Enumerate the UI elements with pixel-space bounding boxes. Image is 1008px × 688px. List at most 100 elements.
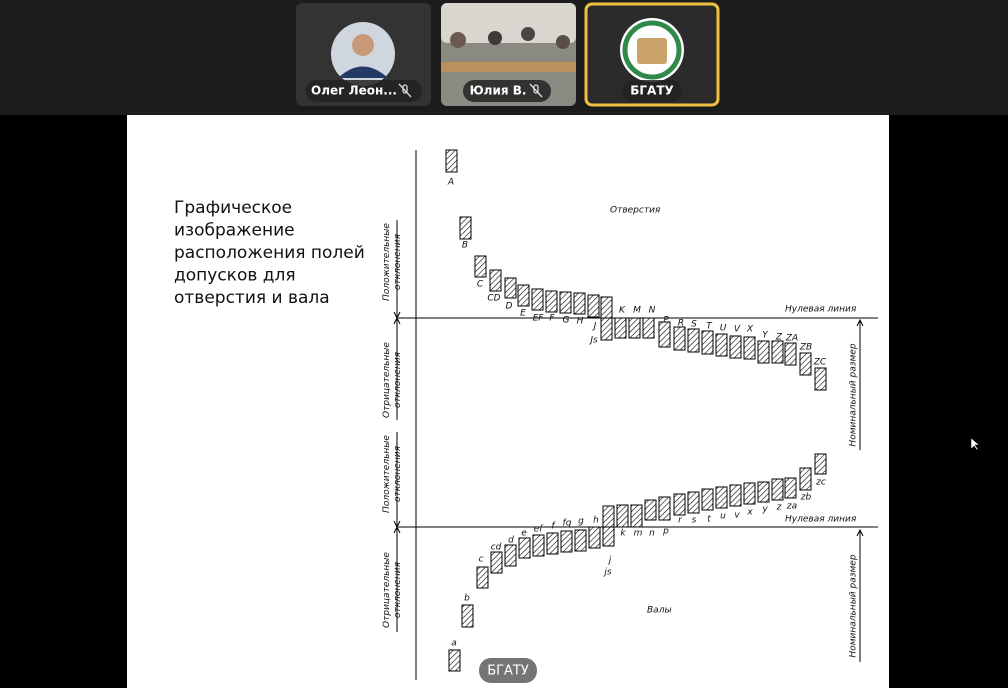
- tolerance-field: [448, 649, 461, 672]
- avatar-body: [338, 66, 388, 78]
- shaft-letter: za: [786, 502, 797, 512]
- holes-caption: Отверстия: [610, 206, 661, 216]
- tolerance-field: [476, 566, 489, 589]
- hole-letter: F: [549, 314, 555, 324]
- name-badge: [622, 80, 682, 102]
- tolerance-field: [445, 149, 458, 173]
- name-badge: [463, 80, 551, 102]
- shaft-letter: z: [776, 503, 782, 513]
- shaft-letter: h: [593, 516, 599, 526]
- tolerance-field: [715, 486, 728, 509]
- participant-name: Юлия В.: [470, 84, 527, 98]
- deviation-label: Положительные: [382, 223, 392, 301]
- tolerance-field: [658, 496, 671, 521]
- tolerance-field: [588, 526, 601, 549]
- shaft-letter: zc: [815, 478, 826, 488]
- slide-title-line: допусков для: [174, 266, 296, 286]
- video-wall: [441, 3, 576, 43]
- hole-letter: U: [720, 324, 727, 334]
- deviation-label: отклонения: [393, 233, 403, 290]
- shaft-letter: y: [761, 505, 768, 515]
- shaft-letter: f: [551, 522, 556, 532]
- hole-letter: R: [678, 319, 684, 329]
- tolerance-field: [642, 317, 655, 339]
- hole-letter: ZB: [799, 343, 812, 353]
- tolerance-field: [814, 453, 827, 475]
- tolerance-field: [658, 321, 671, 348]
- tolerance-field: [545, 290, 558, 313]
- hole-letter: K: [619, 306, 626, 316]
- name-badge: [306, 80, 422, 102]
- hole-letter: N: [649, 306, 656, 316]
- shaft-letter: g: [578, 517, 584, 527]
- deviation-label: отклонения: [393, 351, 403, 408]
- tolerance-field: [757, 340, 770, 364]
- shaft-letter: u: [720, 512, 726, 522]
- hole-letter: J: [592, 322, 597, 332]
- shaft-letter: n: [649, 529, 655, 539]
- hole-letter: Js: [588, 336, 598, 346]
- shaft-letter: d: [508, 536, 514, 546]
- tolerance-field: [729, 335, 742, 359]
- zero-line-label: Нулевая линия: [785, 515, 857, 525]
- tolerance-field: [474, 255, 487, 278]
- hole-letter: ZA: [785, 334, 798, 344]
- tolerance-field: [489, 269, 502, 292]
- deviation-label: Отрицательные: [382, 342, 392, 418]
- hole-letter: E: [520, 309, 526, 319]
- share-badge[interactable]: [479, 658, 537, 683]
- hole-letter: G: [563, 316, 570, 326]
- slide-title-line: расположения полей: [174, 243, 365, 263]
- tolerance-field: [771, 478, 784, 501]
- hole-letter: M: [633, 306, 641, 316]
- hole-letter: D: [506, 302, 513, 312]
- tolerance-field: [559, 291, 572, 314]
- deviation-label: Положительные: [382, 435, 392, 513]
- tolerance-field: [560, 530, 573, 553]
- hole-letter: V: [734, 325, 741, 335]
- participant-name: БГАТУ: [630, 84, 674, 98]
- cursor: [970, 437, 980, 451]
- video-person: [556, 35, 570, 49]
- tolerance-field: [628, 317, 641, 339]
- video-person: [488, 31, 502, 45]
- tolerance-field: [531, 288, 544, 311]
- tolerance-field: [743, 336, 756, 360]
- tolerance-field: [673, 493, 686, 516]
- hole-letter: T: [706, 322, 713, 332]
- share-badge-label: БГАТУ: [487, 664, 529, 679]
- hole-letter: P: [663, 316, 669, 326]
- logo-ring: [622, 20, 682, 80]
- video-person: [521, 27, 535, 41]
- tolerance-field: [715, 333, 728, 357]
- shaft-letter: m: [634, 529, 643, 539]
- arrows: [393, 220, 864, 662]
- video-desk: [441, 62, 576, 72]
- tolerance-field: [546, 532, 559, 555]
- tolerance-field: [574, 529, 587, 552]
- hole-letter: ZC: [813, 358, 827, 368]
- tolerance-field: [616, 504, 629, 528]
- tolerance-field: [587, 294, 600, 318]
- hole-letter: Y: [762, 331, 769, 341]
- tolerance-field: [743, 482, 756, 505]
- tolerance-field: [701, 330, 714, 355]
- nominal-size-label: Номинальный размер: [849, 343, 859, 446]
- avatar-face: [352, 34, 374, 56]
- tolerance-field: [771, 340, 784, 364]
- hole-letter: H: [577, 317, 584, 327]
- participant-name: Олег Леон...: [311, 84, 397, 98]
- tolerance-field: [687, 491, 700, 514]
- hole-letter: X: [746, 325, 754, 335]
- shaft-letter: x: [746, 508, 753, 518]
- tolerance-field: [573, 292, 586, 315]
- tolerance-field: [701, 488, 714, 511]
- tolerance-field: [814, 367, 827, 391]
- tolerance-field: [799, 352, 812, 376]
- slide-title-line: изображение: [174, 221, 295, 241]
- shaft-letter: a: [451, 639, 457, 649]
- tolerance-field: [600, 296, 613, 341]
- tolerance-field: [517, 284, 530, 307]
- tolerance-field: [532, 534, 545, 557]
- tolerance-field: [784, 477, 797, 499]
